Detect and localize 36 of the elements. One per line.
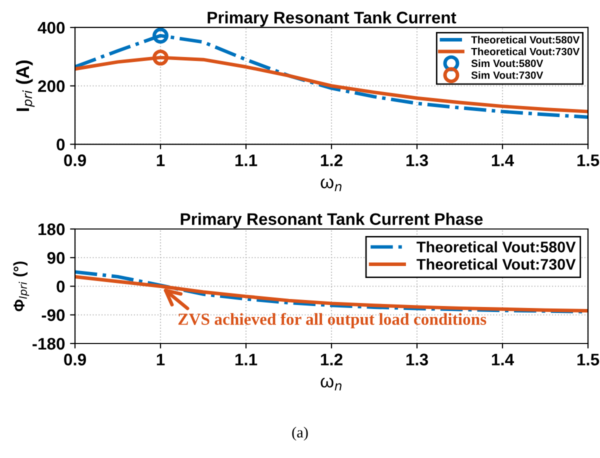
x-tick-label: 1.2 [320, 354, 342, 366]
x-tick-label: 1.2 [320, 154, 342, 166]
x-tick-label: 1.1 [235, 354, 258, 366]
x-axis-title: ω$_{n}$ [320, 178, 342, 192]
text: (a) [292, 426, 308, 441]
x-tick-label: 1 [156, 354, 165, 366]
legend-label: Sim Vout:730V [471, 71, 544, 79]
y-tick-label: -180 [32, 338, 65, 350]
y-tick-label: -90 [42, 309, 65, 322]
x-tick-label: 1.3 [406, 354, 428, 366]
x-tick-label: 1.4 [492, 354, 514, 366]
y-tick-label: 0 [56, 138, 65, 150]
annotation: ZVS achieved for all output load conditions [178, 312, 486, 328]
x-tick-label: 1.1 [235, 154, 258, 166]
x-tick-label: 1.4 [492, 154, 514, 166]
x-tick-label: 1 [156, 154, 165, 166]
legend-label: Sim Vout:580V [471, 59, 544, 68]
y-tick-label: 400 [38, 22, 65, 34]
x-tick-label: 1.5 [577, 354, 600, 366]
y-tick-label: 0 [56, 280, 65, 292]
x-tick-label: 0.9 [64, 154, 86, 166]
y-tick-label: 200 [38, 80, 65, 92]
legend-label: Theoretical Vout:580V [471, 36, 580, 44]
x-tick-label: 0.9 [64, 354, 86, 366]
x-tick-label: 1.5 [577, 154, 600, 166]
y-tick-label: 180 [38, 223, 65, 236]
x-tick-label: 1.3 [406, 154, 428, 166]
y-axis-title: I$_{pri}$ (A) [16, 60, 35, 111]
legend-label: Theoretical Vout:730V [471, 48, 580, 56]
legend-label: Theoretical Vout:580V [416, 241, 576, 252]
x-axis-title: ω$_{n}$ [320, 378, 342, 390]
y-tick-label: 90 [47, 252, 65, 264]
chart-title: Primary Resonant Tank Current [208, 11, 456, 27]
legend-label: Theoretical Vout:730V [416, 258, 576, 270]
chart-title: Primary Resonant Tank Current Phase [180, 212, 483, 228]
y-axis-title: Φ$_{Ipri}$ (°) [13, 262, 30, 312]
